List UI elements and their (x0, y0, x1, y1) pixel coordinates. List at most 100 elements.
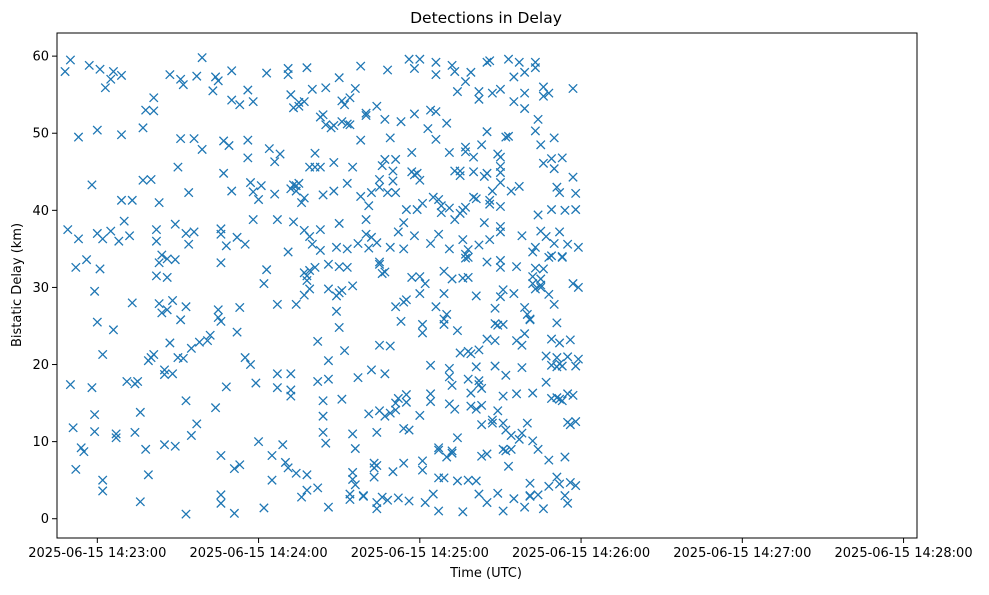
data-point (562, 498, 573, 508)
data-point (519, 67, 530, 77)
data-point (374, 340, 385, 350)
data-point (302, 271, 312, 281)
data-point (313, 483, 323, 493)
data-point (415, 175, 425, 185)
data-point (417, 465, 428, 475)
data-point (549, 133, 559, 143)
data-point (347, 429, 358, 439)
data-point (337, 285, 347, 296)
data-point (476, 451, 487, 461)
data-point (509, 72, 519, 82)
data-point (374, 182, 385, 192)
data-point (487, 415, 498, 425)
data-point (573, 242, 584, 252)
data-point (439, 473, 449, 483)
data-point (393, 493, 403, 503)
data-point (444, 147, 455, 158)
data-point (304, 231, 315, 242)
data-point (415, 288, 425, 299)
data-point (175, 133, 186, 144)
data-point (409, 109, 420, 119)
data-point (353, 372, 363, 383)
data-point (294, 178, 304, 189)
data-point (98, 234, 108, 244)
data-point (501, 446, 511, 456)
data-point (331, 306, 342, 316)
data-point (347, 474, 358, 485)
data-point (380, 369, 390, 379)
y-tick-label: 0 (41, 512, 49, 527)
data-point (503, 131, 514, 141)
data-point (506, 430, 516, 441)
data-point (476, 140, 487, 150)
data-point (431, 106, 441, 117)
data-point (573, 354, 584, 364)
data-point (114, 236, 124, 246)
data-point (471, 291, 481, 301)
data-point (184, 187, 194, 198)
data-point (460, 76, 471, 87)
data-point (554, 338, 565, 348)
data-point (495, 292, 506, 302)
data-point (361, 214, 371, 225)
data-point (519, 103, 530, 114)
data-point (159, 365, 170, 375)
data-point (92, 317, 102, 327)
data-point (130, 427, 140, 438)
data-point (431, 69, 441, 80)
x-tick-label: 2025-06-15 14:28:00 (835, 546, 973, 561)
data-point (181, 302, 191, 312)
data-point (511, 261, 522, 272)
data-point (552, 472, 562, 482)
data-point (506, 186, 516, 196)
data-point (471, 362, 481, 372)
data-point (323, 284, 334, 294)
data-point (393, 393, 403, 404)
data-point (283, 69, 293, 80)
data-point (431, 302, 441, 312)
data-point (571, 416, 581, 427)
data-point (216, 490, 226, 500)
data-point (321, 438, 331, 448)
data-point (447, 60, 457, 71)
data-point (442, 118, 452, 128)
data-point (286, 90, 296, 100)
data-point (560, 205, 570, 215)
data-point (463, 475, 473, 485)
data-point (372, 238, 382, 248)
data-point (409, 231, 420, 241)
data-point (356, 135, 366, 145)
data-point (433, 229, 444, 239)
x-tick-label: 2025-06-15 14:27:00 (673, 546, 811, 561)
data-point (342, 244, 352, 254)
data-point (562, 352, 573, 362)
data-point (514, 434, 524, 444)
data-point (471, 194, 481, 204)
data-point (498, 418, 508, 428)
data-point (525, 314, 535, 324)
data-point (388, 467, 398, 477)
data-point (493, 488, 503, 498)
data-point (243, 85, 253, 95)
data-point (471, 404, 481, 414)
data-point (433, 194, 444, 205)
data-point (525, 478, 535, 488)
data-point (452, 476, 463, 486)
data-point (347, 467, 358, 478)
data-point (549, 299, 559, 310)
data-point (235, 302, 245, 313)
data-point (296, 197, 307, 208)
data-point (302, 275, 312, 286)
data-point (329, 186, 339, 196)
data-point (404, 54, 414, 64)
data-point (175, 315, 186, 325)
data-point (568, 278, 578, 289)
data-point (541, 377, 551, 387)
data-point (433, 445, 444, 455)
chart-title: Detections in Delay (410, 9, 562, 27)
data-point (154, 258, 164, 268)
data-point (175, 74, 186, 84)
data-point (404, 496, 414, 506)
data-point (138, 175, 148, 185)
data-point (361, 110, 371, 121)
